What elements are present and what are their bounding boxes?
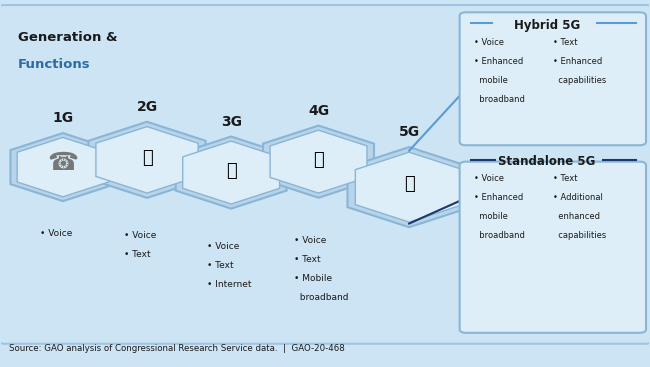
Text: • Voice: • Voice xyxy=(474,174,504,184)
Text: 🏠: 🏠 xyxy=(404,174,415,193)
Text: Source: GAO analysis of Congressional Research Service data.  |  GAO-20-468: Source: GAO analysis of Congressional Re… xyxy=(9,344,345,353)
Polygon shape xyxy=(17,137,109,197)
Text: 1G: 1G xyxy=(52,111,73,125)
Text: 🌐: 🌐 xyxy=(226,162,237,180)
Text: • Additional: • Additional xyxy=(553,193,603,202)
FancyBboxPatch shape xyxy=(0,5,650,344)
Text: ☎: ☎ xyxy=(47,152,79,175)
Text: capabilities: capabilities xyxy=(553,231,606,240)
Polygon shape xyxy=(88,122,205,198)
Polygon shape xyxy=(356,152,463,222)
Text: • Text: • Text xyxy=(294,255,320,264)
Text: 4G: 4G xyxy=(308,103,329,117)
Text: 📲: 📲 xyxy=(313,151,324,169)
Text: • Mobile: • Mobile xyxy=(294,274,332,283)
Polygon shape xyxy=(270,130,367,193)
Polygon shape xyxy=(183,141,280,204)
Text: Standalone 5G: Standalone 5G xyxy=(499,155,595,168)
Polygon shape xyxy=(263,126,374,198)
Polygon shape xyxy=(96,127,198,193)
Text: • Enhanced: • Enhanced xyxy=(553,57,603,66)
Text: 2G: 2G xyxy=(136,100,157,114)
Text: • Text: • Text xyxy=(553,38,578,47)
Text: 5G: 5G xyxy=(398,125,420,139)
Polygon shape xyxy=(176,137,287,208)
Text: Generation &: Generation & xyxy=(18,30,117,44)
Text: mobile: mobile xyxy=(474,76,508,85)
Text: • Text: • Text xyxy=(124,250,151,259)
Text: • Voice: • Voice xyxy=(40,229,73,238)
Text: • Text: • Text xyxy=(207,261,233,270)
Text: • Voice: • Voice xyxy=(294,236,326,245)
Text: Functions: Functions xyxy=(18,58,90,71)
Text: broadband: broadband xyxy=(474,231,525,240)
Text: • Internet: • Internet xyxy=(207,280,251,289)
FancyBboxPatch shape xyxy=(460,161,646,333)
Polygon shape xyxy=(10,133,115,201)
Text: broadband: broadband xyxy=(294,293,348,302)
Text: • Voice: • Voice xyxy=(124,231,157,240)
Text: • Voice: • Voice xyxy=(474,38,504,47)
Text: enhanced: enhanced xyxy=(553,212,601,221)
Text: • Enhanced: • Enhanced xyxy=(474,193,523,202)
Text: capabilities: capabilities xyxy=(553,76,606,85)
Text: • Enhanced: • Enhanced xyxy=(474,57,523,66)
Text: • Text: • Text xyxy=(553,174,578,184)
Polygon shape xyxy=(348,147,471,227)
Text: • Voice: • Voice xyxy=(207,242,239,251)
FancyBboxPatch shape xyxy=(460,12,646,145)
Text: 3G: 3G xyxy=(220,115,242,128)
Text: 📟: 📟 xyxy=(142,149,152,167)
Text: broadband: broadband xyxy=(474,95,525,103)
Text: mobile: mobile xyxy=(474,212,508,221)
Text: Hybrid 5G: Hybrid 5G xyxy=(514,19,580,32)
